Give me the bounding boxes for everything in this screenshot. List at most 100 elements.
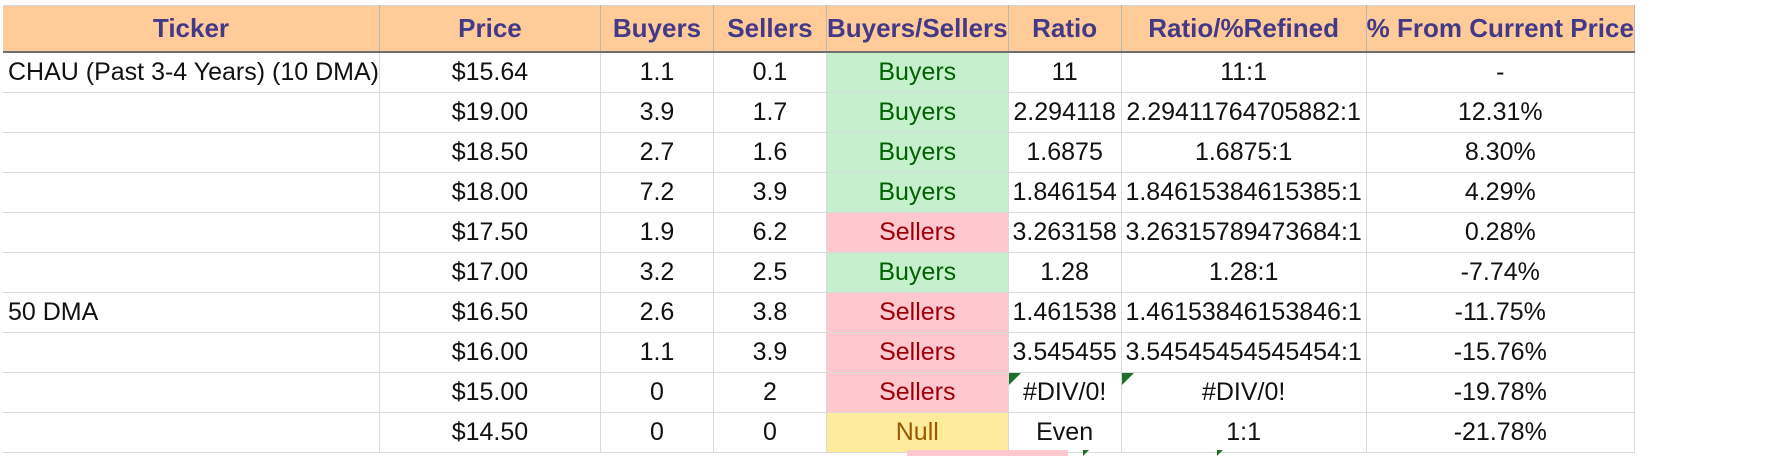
pct-from-current-cell[interactable]: -19.78% [1366,372,1635,413]
ratio-cell[interactable]: 1.6875 [1008,132,1122,173]
buyers-cell[interactable]: 3.2 [600,252,714,293]
pct-from-current-cell[interactable]: 4.29% [1366,172,1635,213]
buyers-sellers-cell[interactable]: Sellers [826,372,1009,413]
ratio-cell[interactable]: 1.846154 [1008,172,1122,213]
ticker-cell[interactable] [3,172,380,213]
header-price[interactable]: Price [379,5,601,53]
ticker-cell[interactable] [3,372,380,413]
buyers-sellers-cell[interactable]: Buyers [826,52,1009,93]
price-cell[interactable]: $18.50 [379,132,601,173]
buyers-cell[interactable]: 2.7 [600,132,714,173]
buyers-sellers-cell[interactable]: Buyers [826,132,1009,173]
ratio-refined-cell[interactable]: 1.46153846153846:1 [1121,292,1367,333]
ratio-refined-cell[interactable]: 1.84615384615385:1 [1121,172,1367,213]
buyers-cell[interactable]: 1.9 [600,212,714,253]
buyers-sellers-cell[interactable]: Sellers [826,212,1009,253]
buyers-cell[interactable]: 2.6 [600,292,714,333]
price-cell[interactable]: $15.64 [379,52,601,93]
table-row: $18.50 2.7 1.6 Buyers 1.6875 1.6875:1 8.… [3,132,1635,173]
header-ratio[interactable]: Ratio [1008,5,1122,53]
buyers-sellers-cell[interactable]: Sellers [826,332,1009,373]
price-cell[interactable]: $16.50 [379,292,601,333]
table-body: CHAU (Past 3-4 Years) (10 DMA) $15.64 1.… [3,52,1635,453]
next-row-cutoff [0,450,1780,456]
pct-from-current-cell[interactable]: -15.76% [1366,332,1635,373]
ratio-refined-cell[interactable]: 3.54545454545454:1 [1121,332,1367,373]
buyers-cell[interactable]: 0 [600,372,714,413]
buyers-cell[interactable]: 0 [600,412,714,453]
table-row: $15.00 0 2 Sellers #DIV/0! #DIV/0! -19.7… [3,372,1635,413]
table-row: $19.00 3.9 1.7 Buyers 2.294118 2.2941176… [3,92,1635,133]
buyers-cell[interactable]: 1.1 [600,52,714,93]
price-cell[interactable]: $17.50 [379,212,601,253]
price-cell[interactable]: $15.00 [379,372,601,413]
ticker-cell[interactable]: 50 DMA [3,292,380,333]
price-cell[interactable]: $16.00 [379,332,601,373]
sellers-cell[interactable]: 2.5 [713,252,827,293]
sellers-cell[interactable]: 6.2 [713,212,827,253]
error-flag-icon [1083,450,1089,456]
pct-from-current-cell[interactable]: 8.30% [1366,132,1635,173]
table-row: $17.00 3.2 2.5 Buyers 1.28 1.28:1 -7.74% [3,252,1635,293]
ratio-refined-cell[interactable]: #DIV/0! [1121,372,1367,413]
ticker-cell[interactable] [3,332,380,373]
ratio-refined-cell[interactable]: 1.6875:1 [1121,132,1367,173]
header-buyers[interactable]: Buyers [600,5,714,53]
ratio-refined-cell[interactable]: 1:1 [1121,412,1367,453]
buyers-sellers-cell[interactable]: Null [826,412,1009,453]
sellers-cell[interactable]: 0 [713,412,827,453]
header-ratio-refined[interactable]: Ratio/%Refined [1121,5,1367,53]
price-cell[interactable]: $17.00 [379,252,601,293]
ratio-cell[interactable]: 3.545455 [1008,332,1122,373]
buyers-sellers-cell[interactable]: Buyers [826,92,1009,133]
ratio-cell[interactable]: Even [1008,412,1122,453]
ratio-refined-cell[interactable]: 11:1 [1121,52,1367,93]
buyers-sellers-cell[interactable]: Buyers [826,252,1009,293]
ratio-value: #DIV/0! [1022,378,1107,406]
sellers-cell[interactable]: 1.7 [713,92,827,133]
header-sellers[interactable]: Sellers [713,5,827,53]
ticker-cell[interactable] [3,412,380,453]
price-cell[interactable]: $14.50 [379,412,601,453]
ratio-cell[interactable]: 1.461538 [1008,292,1122,333]
header-row: Ticker Price Buyers Sellers Buyers/Selle… [3,5,1635,53]
ratio-refined-cell[interactable]: 1.28:1 [1121,252,1367,293]
pct-from-current-cell[interactable]: -11.75% [1366,292,1635,333]
header-pct-from-current[interactable]: % From Current Price [1366,5,1635,53]
pct-from-current-cell[interactable]: -7.74% [1366,252,1635,293]
ticker-cell[interactable] [3,252,380,293]
ratio-cell[interactable]: 11 [1008,52,1122,93]
sellers-cell[interactable]: 2 [713,372,827,413]
buyers-sellers-cell[interactable]: Buyers [826,172,1009,213]
price-cell[interactable]: $19.00 [379,92,601,133]
header-buyers-sellers[interactable]: Buyers/Sellers [826,5,1009,53]
price-cell[interactable]: $18.00 [379,172,601,213]
buyers-sellers-table: Ticker Price Buyers Sellers Buyers/Selle… [3,5,1635,453]
ticker-cell[interactable] [3,132,380,173]
pct-from-current-cell[interactable]: -21.78% [1366,412,1635,453]
pct-from-current-cell[interactable]: 12.31% [1366,92,1635,133]
ratio-cell[interactable]: 3.263158 [1008,212,1122,253]
ratio-refined-cell[interactable]: 3.26315789473684:1 [1121,212,1367,253]
ratio-refined-value: #DIV/0! [1201,378,1286,406]
buyers-cell[interactable]: 1.1 [600,332,714,373]
pct-from-current-cell[interactable]: 0.28% [1366,212,1635,253]
sellers-cell[interactable]: 1.6 [713,132,827,173]
ticker-cell[interactable] [3,212,380,253]
ratio-cell[interactable]: 2.294118 [1008,92,1122,133]
buyers-cell[interactable]: 3.9 [600,92,714,133]
buyers-sellers-cell[interactable]: Sellers [826,292,1009,333]
sellers-cell[interactable]: 0.1 [713,52,827,93]
ratio-cell[interactable]: #DIV/0! [1008,372,1122,413]
ratio-refined-cell[interactable]: 2.29411764705882:1 [1121,92,1367,133]
error-flag-icon [1121,373,1134,385]
ticker-cell[interactable] [3,92,380,133]
pct-from-current-cell[interactable]: - [1366,52,1635,93]
header-ticker[interactable]: Ticker [3,5,380,53]
sellers-cell[interactable]: 3.9 [713,172,827,213]
sellers-cell[interactable]: 3.8 [713,292,827,333]
sellers-cell[interactable]: 3.9 [713,332,827,373]
ticker-cell[interactable]: CHAU (Past 3-4 Years) (10 DMA) [3,52,380,93]
buyers-cell[interactable]: 7.2 [600,172,714,213]
ratio-cell[interactable]: 1.28 [1008,252,1122,293]
